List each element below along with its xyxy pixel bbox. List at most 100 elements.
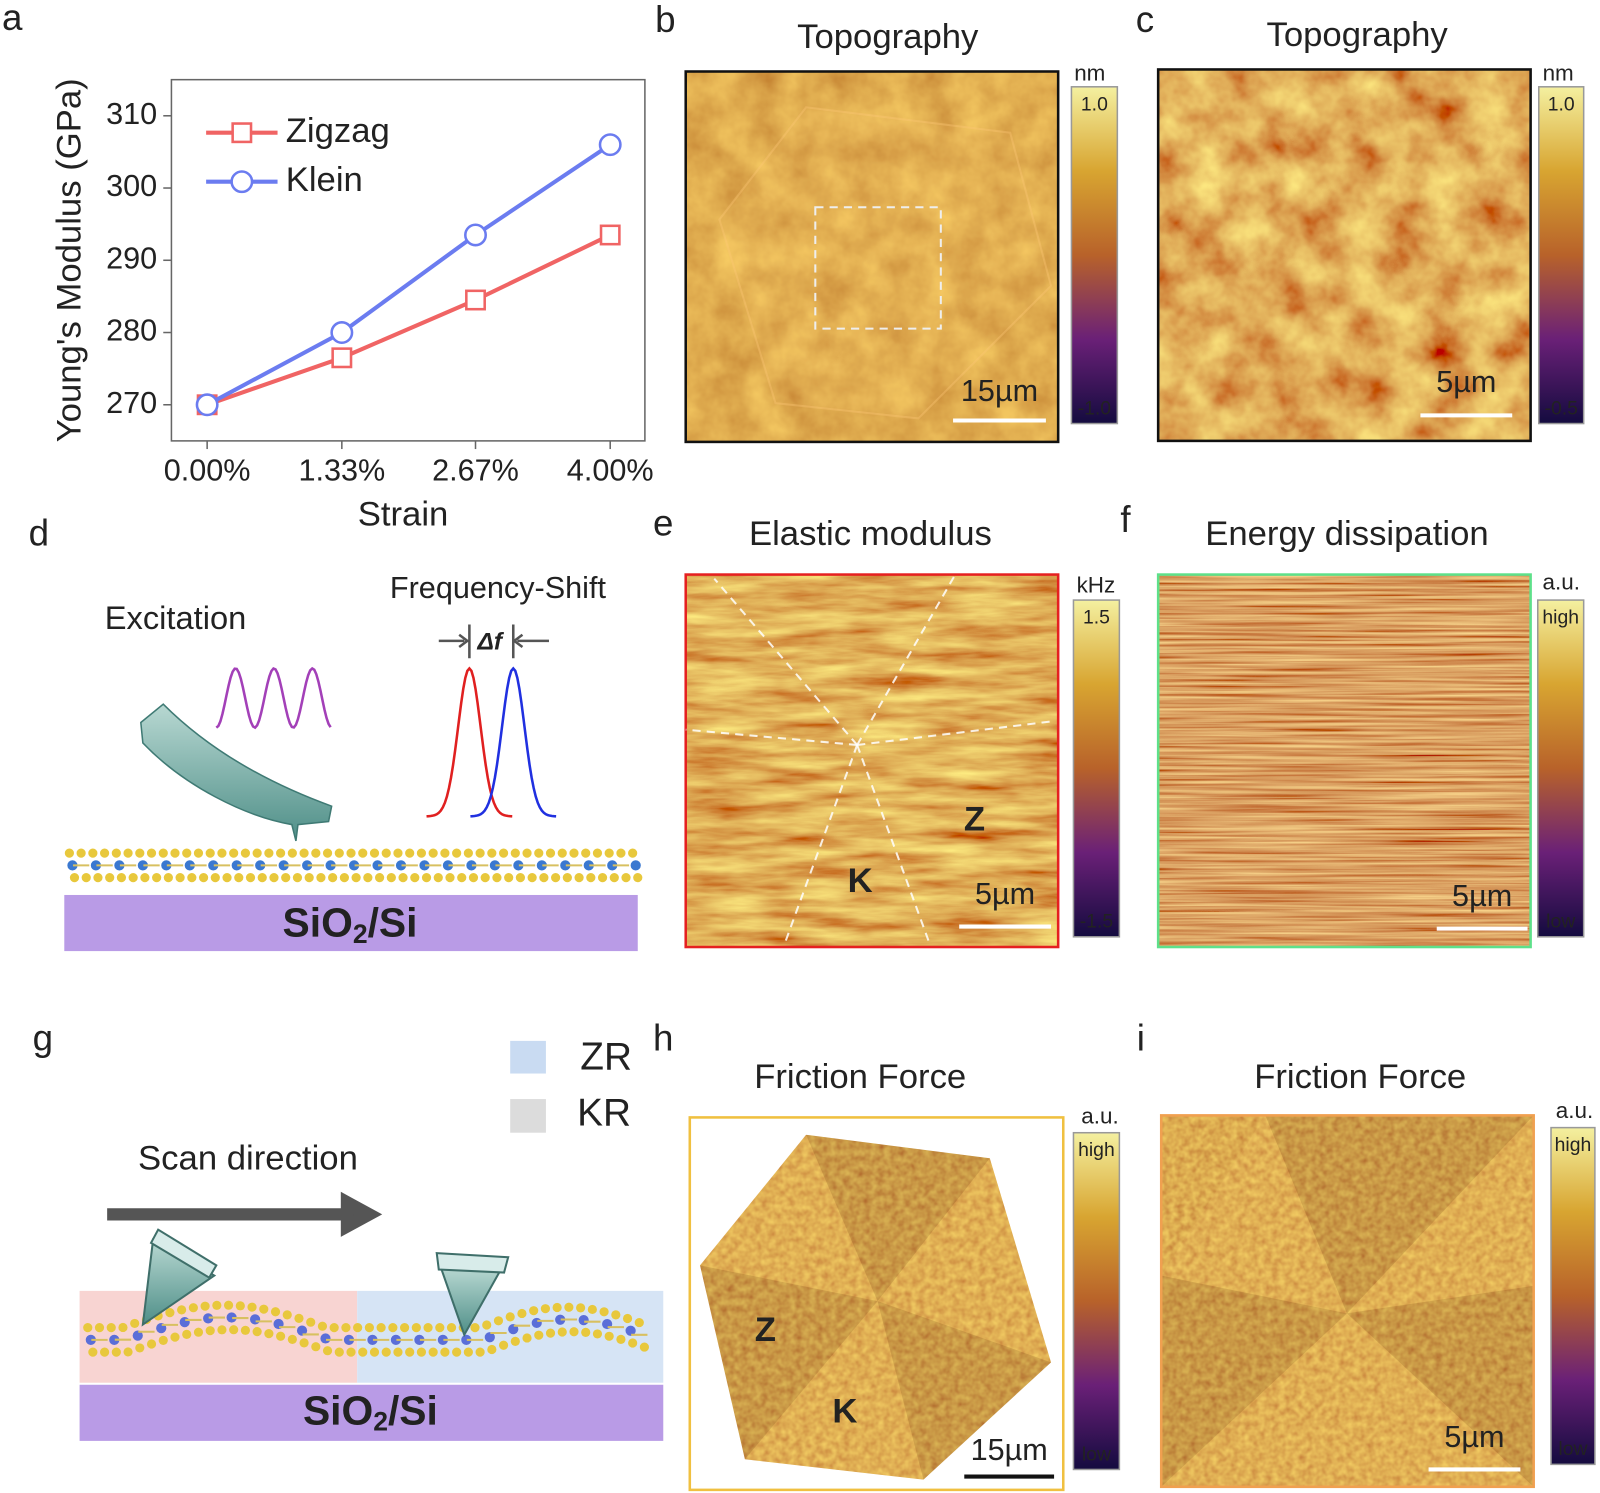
atom-s — [93, 873, 103, 883]
colorbar-min: low — [1546, 911, 1576, 933]
atom-m — [325, 860, 336, 871]
atom-s — [212, 1300, 222, 1310]
atom-m — [250, 1314, 261, 1325]
atom-s — [452, 1347, 462, 1357]
atom-m — [513, 860, 524, 871]
atom-s — [410, 873, 420, 883]
delta-f-arrows — [438, 624, 549, 659]
atom-s — [398, 873, 408, 883]
atom-s — [369, 1347, 380, 1357]
colorbar-min: -1.5 — [1080, 911, 1113, 933]
atom-s — [281, 873, 291, 883]
atom-s — [551, 873, 561, 883]
atom-s — [358, 1347, 368, 1357]
atom-m — [414, 1334, 425, 1345]
atom-s — [304, 873, 314, 883]
atom-s — [205, 1326, 215, 1336]
atom-s — [562, 873, 572, 883]
panel-title: Topography — [1267, 16, 1449, 54]
atom-s — [376, 1323, 386, 1333]
atom-s — [282, 1310, 292, 1320]
zoom-box — [814, 206, 942, 330]
atom-s — [611, 1310, 621, 1320]
atom-m — [203, 1313, 214, 1324]
atom-s — [252, 1327, 262, 1337]
atom-s — [229, 848, 239, 858]
colorbar-max: 1.0 — [1081, 93, 1108, 115]
image-border — [684, 573, 1060, 949]
atom-s — [552, 1302, 562, 1313]
excitation-label: Excitation — [105, 599, 247, 636]
atom-s — [245, 873, 256, 883]
atom-s — [493, 1316, 504, 1326]
atom-s — [322, 1346, 333, 1356]
atom-s — [152, 873, 162, 883]
atom-s — [576, 1303, 586, 1313]
x-tick-label: 2.67% — [432, 454, 519, 488]
atom-s — [316, 873, 326, 883]
atom-s — [229, 1325, 239, 1335]
atom-s — [123, 1347, 133, 1357]
atom-s — [223, 1300, 234, 1310]
marker — [464, 223, 487, 247]
series-line — [206, 233, 612, 407]
colorbar-max: 1.0 — [1548, 93, 1575, 115]
atom-s — [639, 1342, 649, 1352]
atom-s — [88, 1347, 98, 1357]
tip-1-base — [149, 1228, 218, 1280]
atom-s — [522, 1333, 532, 1343]
image-border — [1156, 573, 1532, 949]
x-tick-label: 0.00% — [164, 454, 251, 488]
atom-m — [560, 860, 571, 871]
atom-s — [346, 1347, 356, 1357]
scan-direction-label: Scan direction — [138, 1139, 358, 1177]
atom-m — [179, 1317, 190, 1328]
colorbar-unit: a.u. — [1543, 570, 1580, 595]
scale-bar-label: 5µm — [975, 877, 1035, 911]
atom-s — [116, 873, 127, 883]
atom-s — [311, 848, 321, 858]
colorbar-max: high — [1555, 1134, 1592, 1156]
atom-s — [534, 848, 544, 858]
atom-s — [574, 873, 584, 883]
atom-m — [320, 1333, 331, 1344]
region-label: K — [848, 862, 873, 900]
atom-s — [105, 873, 115, 883]
panel-letter: a — [2, 0, 23, 38]
atom-s — [81, 873, 91, 883]
atom-s — [405, 848, 415, 858]
atom-s — [510, 1336, 520, 1346]
atom-s — [328, 873, 338, 883]
atom-s — [200, 1301, 210, 1311]
panel-letter: e — [653, 502, 673, 543]
scale-bar-label: 15µm — [961, 374, 1038, 408]
atom-m — [390, 1334, 402, 1345]
atom-m — [109, 1334, 120, 1345]
atom-m — [85, 1334, 96, 1345]
atom-s — [299, 1338, 309, 1348]
atom-s — [545, 1328, 556, 1338]
panel-title: Energy dissipation — [1205, 515, 1488, 553]
atom-s — [353, 1323, 363, 1333]
atom-s — [539, 873, 549, 883]
atom-s — [505, 1312, 515, 1322]
atom-s — [557, 848, 567, 858]
atom-s — [175, 873, 185, 883]
atom-m — [137, 860, 148, 871]
atom-m — [161, 860, 172, 871]
atom-s — [498, 1340, 509, 1350]
legend-label: Klein — [286, 161, 363, 199]
colorbar-min: -1.0 — [1078, 397, 1112, 419]
excitation-wave — [215, 666, 332, 730]
atom-s — [140, 873, 150, 883]
y-tick-label: 290 — [106, 241, 157, 275]
atom-s — [146, 848, 157, 858]
panel-letter: i — [1137, 1018, 1145, 1059]
atom-s — [322, 848, 333, 858]
atom-m — [466, 860, 477, 871]
atom-s — [158, 1335, 168, 1345]
afm-image — [1158, 574, 1531, 948]
atom-s — [445, 873, 455, 883]
atom-m — [372, 860, 383, 871]
atom-s — [111, 848, 121, 858]
